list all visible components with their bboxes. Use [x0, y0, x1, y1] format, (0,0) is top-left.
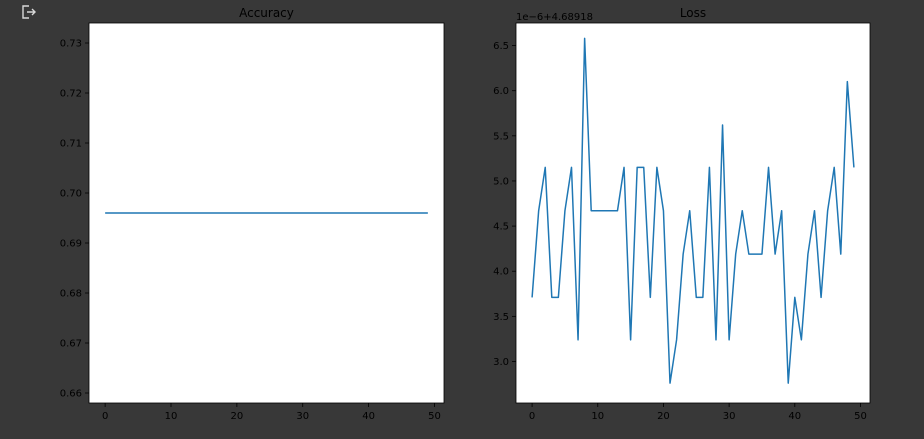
y-tick-label: 3.5: [493, 312, 509, 323]
y-tick-label: 0.69: [60, 239, 82, 250]
loss-chart: Loss 0 10 20 30 40 50 3.0 3.5 4.0 4.5 5.0 5.5 6.0 6.5 1…: [493, 6, 871, 422]
accuracy-chart: Accuracy 0 10 20 30 40 50 0.66 0.67 0.68 0.69 0.70 0…: [60, 6, 445, 422]
x-tick-label: 30: [723, 411, 736, 422]
y-tick-label: 0.67: [60, 339, 82, 350]
y-tick-label: 0.68: [60, 289, 82, 300]
x-tick-label: 0: [529, 411, 535, 422]
y-tick-label: 4.5: [493, 222, 509, 233]
y-tick-label: 4.0: [493, 267, 509, 278]
y-tick-label: 0.73: [60, 39, 82, 50]
y-tick-label: 0.70: [60, 189, 82, 200]
x-tick-label: 10: [591, 411, 604, 422]
x-tick-label: 30: [296, 411, 309, 422]
y-tick-label: 5.0: [493, 176, 509, 187]
y-tick-label: 6.5: [493, 41, 509, 52]
output-arrow-icon[interactable]: [20, 3, 38, 21]
y-tick-label: 0.71: [60, 139, 82, 150]
x-tick-label: 10: [165, 411, 178, 422]
chart-title: Accuracy: [239, 6, 294, 20]
y-tick-label: 5.5: [493, 131, 509, 142]
x-tick-label: 0: [102, 411, 108, 422]
y-tick-label: 0.66: [60, 389, 82, 400]
x-tick-label: 40: [788, 411, 801, 422]
x-tick-label: 20: [230, 411, 243, 422]
x-tick-label: 40: [362, 411, 375, 422]
series-line: [531, 37, 855, 384]
y-offset-text: 1e−6+4.68918: [516, 12, 593, 23]
y-tick-label: 3.0: [493, 357, 509, 368]
x-tick-label: 50: [428, 411, 441, 422]
x-tick-label: 50: [854, 411, 867, 422]
chart-title: Loss: [680, 6, 706, 20]
x-tick-label: 20: [657, 411, 670, 422]
plot-area: [515, 22, 871, 404]
y-tick-label: 6.0: [493, 86, 509, 97]
y-tick-label: 0.72: [60, 89, 82, 100]
